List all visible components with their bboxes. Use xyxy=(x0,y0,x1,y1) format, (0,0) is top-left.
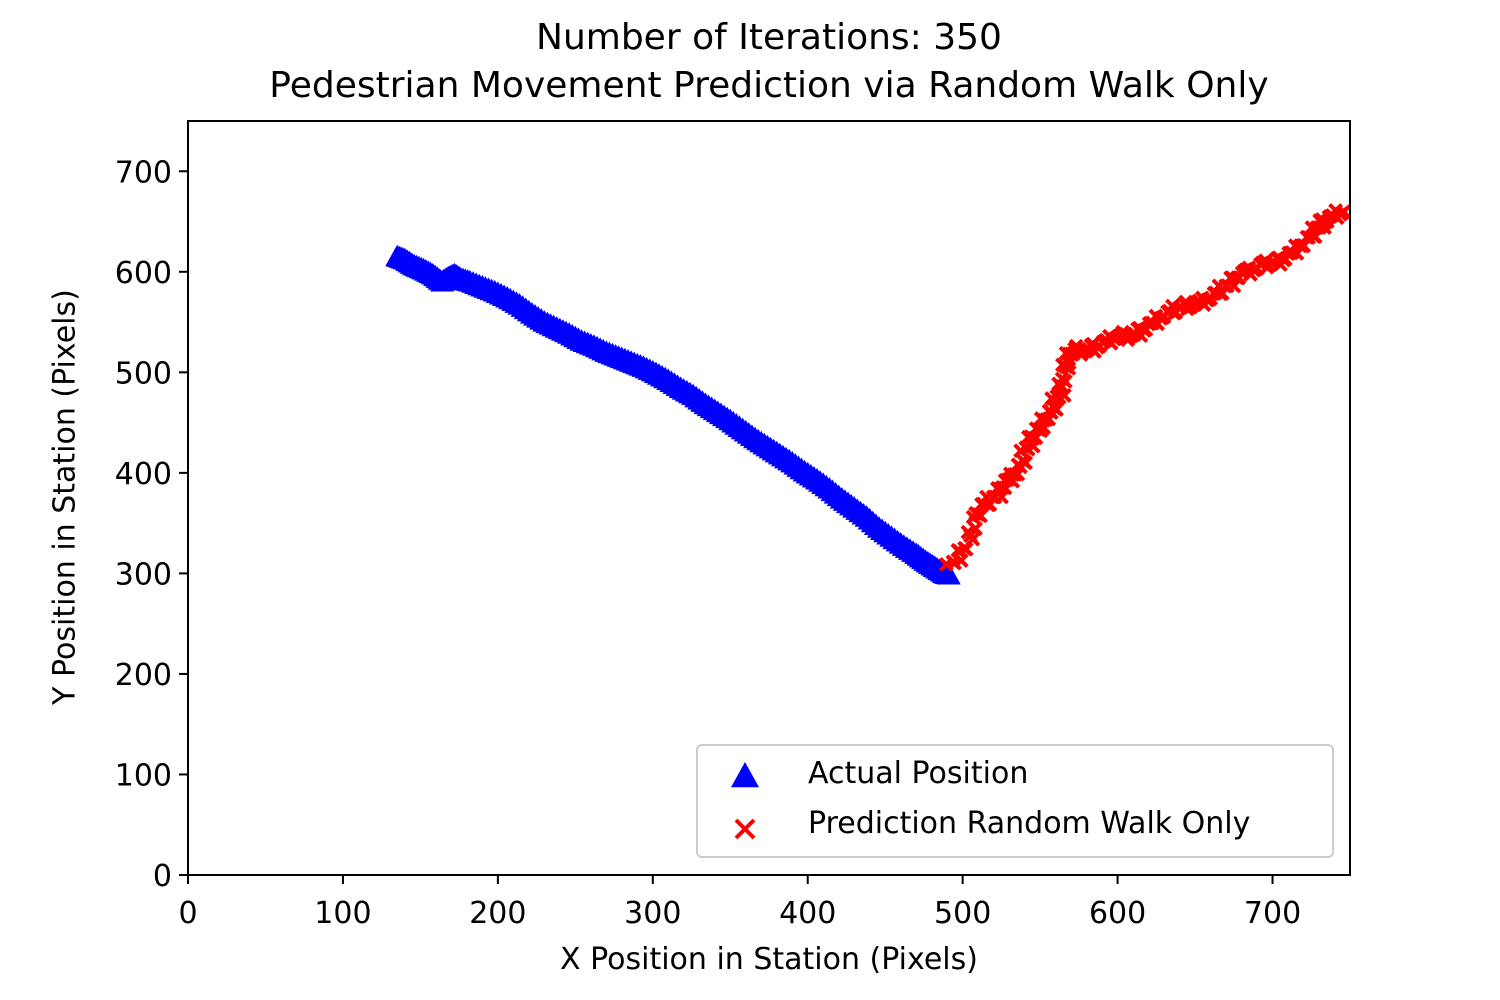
prediction-point xyxy=(960,524,976,540)
chart-title: Number of Iterations: 350 xyxy=(536,17,1002,58)
x-tick-label: 600 xyxy=(1089,896,1146,931)
x-tick-label: 200 xyxy=(469,896,526,931)
x-tick-label: 100 xyxy=(314,896,371,931)
y-tick-label: 100 xyxy=(115,758,172,793)
legend-label-prediction: Prediction Random Walk Only xyxy=(808,806,1251,841)
x-tick-label: 0 xyxy=(178,896,197,931)
x-tick-label: 400 xyxy=(779,896,836,931)
prediction-point-stroke xyxy=(1054,371,1070,387)
y-tick-label: 700 xyxy=(115,155,172,190)
data-marks xyxy=(385,203,1350,585)
legend xyxy=(696,744,1334,858)
legend-box xyxy=(696,744,1334,858)
x-tick-label: 700 xyxy=(1244,896,1301,931)
y-tick-label: 400 xyxy=(115,457,172,492)
prediction-point-stroke xyxy=(968,521,983,537)
y-tick-label: 200 xyxy=(115,658,172,693)
y-axis-label: Y Position in Station (Pixels) xyxy=(47,289,83,705)
prediction-point-stroke xyxy=(960,524,976,540)
prediction-point xyxy=(1054,371,1070,387)
prediction-point-stroke xyxy=(1333,206,1348,222)
prediction-point xyxy=(1333,206,1348,222)
y-tick-label: 300 xyxy=(115,557,172,592)
legend-triangle-marker xyxy=(731,762,759,788)
legend-label-actual: Actual Position xyxy=(808,756,1029,791)
y-tick-label: 600 xyxy=(115,256,172,291)
axes-frame xyxy=(187,120,1351,876)
y-tick-label: 0 xyxy=(153,859,172,894)
x-tick-label: 500 xyxy=(934,896,991,931)
x-axis-label: X Position in Station (Pixels) xyxy=(560,942,978,977)
prediction-point xyxy=(968,521,983,537)
y-tick-label: 500 xyxy=(115,356,172,391)
prediction-point-stroke xyxy=(1015,453,1031,469)
x-tick-label: 300 xyxy=(624,896,681,931)
chart-subtitle: Pedestrian Movement Prediction via Rando… xyxy=(269,65,1269,106)
actual-position-point xyxy=(936,562,961,585)
axis-ticks: 0 100 200 300 400 500 600 700 0 100 200 300 400 500 60… xyxy=(115,155,1301,931)
legend-x-marker xyxy=(734,818,756,840)
legend-x-stroke xyxy=(734,818,756,840)
prediction-point xyxy=(1015,453,1031,469)
